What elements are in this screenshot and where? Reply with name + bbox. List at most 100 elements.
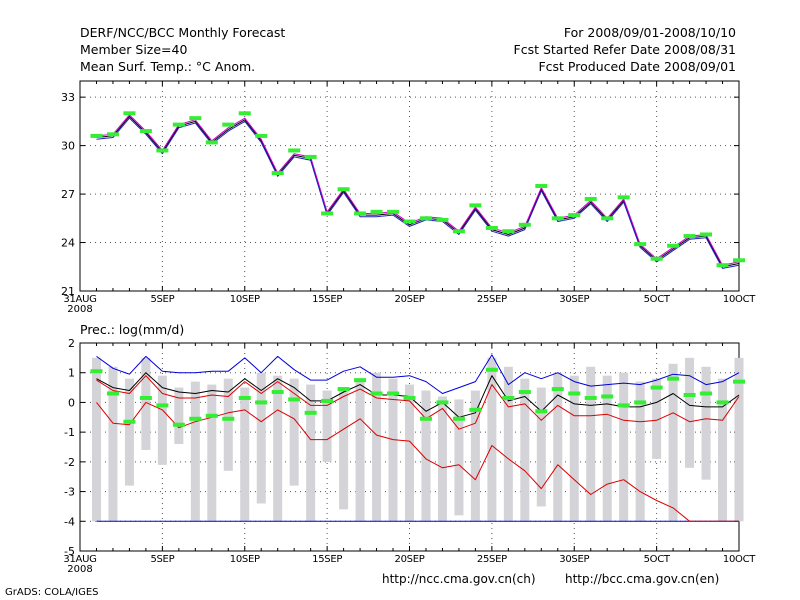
panel2-spread-bar	[718, 378, 728, 522]
panel2-spread-bar	[355, 381, 365, 522]
panel2-observation-marker	[452, 416, 465, 421]
panel1-observation-marker	[255, 133, 268, 138]
panel1-xtick-label: 30SEP	[559, 294, 589, 305]
panel2-spread-bar	[339, 387, 349, 510]
panel2-spread-bar	[157, 375, 167, 465]
panel2-observation-marker	[403, 395, 416, 400]
panel2-observation-marker	[650, 385, 663, 390]
panel1-observation-marker	[551, 216, 564, 221]
panel2-spread-bar	[91, 357, 101, 522]
panel1-observation-marker	[419, 216, 432, 221]
bcc-url[interactable]: http://bcc.cma.gov.cn(en)	[565, 572, 720, 586]
panel2-xtick-label: 10OCT	[723, 554, 756, 565]
panel2-ytick-label: -1	[64, 426, 75, 439]
panel1-observation-marker	[403, 219, 416, 224]
panel1-xtick-label: 20SEP	[395, 294, 425, 305]
panel1-ytick-label: 27	[61, 188, 75, 201]
panel1-xtick-label: 25SEP	[477, 294, 507, 305]
panel1-observation-marker	[452, 229, 465, 234]
panel2-spread-bar	[207, 384, 217, 522]
panel2-observation-marker	[387, 391, 400, 396]
panel2-xtick-label: 20SEP	[395, 554, 425, 565]
panel2-spread-bar	[289, 378, 299, 486]
header-variable: Mean Surf. Temp.: °C Anom.	[80, 59, 256, 74]
panel2-spread-bar	[405, 384, 414, 522]
panel2-observation-marker	[436, 400, 449, 405]
panel1-upper-line	[96, 114, 740, 266]
panel1-ensemble-mean-line	[96, 116, 740, 268]
panel2-spread-bar	[223, 378, 233, 471]
panel1-observation-marker	[189, 116, 202, 121]
panel2-spread-bar	[635, 381, 645, 522]
panel2-spread-bar	[520, 378, 530, 522]
panel2-observation-marker	[700, 391, 713, 396]
panel1-xtick-label: 10SEP	[230, 294, 260, 305]
panel2-observation-marker	[222, 416, 235, 421]
panel2-spread-bar	[306, 384, 316, 522]
panel1-ytick-label: 24	[61, 237, 75, 250]
panel2-spread-bar	[388, 378, 398, 522]
panel2-observation-marker	[518, 390, 531, 395]
panel2-observation-marker	[205, 413, 218, 418]
header-title: DERF/NCC/BCC Monthly Forecast	[80, 25, 286, 40]
panel2-ytick-label: 0	[68, 396, 75, 409]
header-produced-date: Fcst Produced Date 2008/09/01	[538, 59, 736, 74]
header-member-size: Member Size=40	[80, 42, 188, 57]
panel2-observation-marker	[733, 379, 745, 384]
panel2-observation-marker	[502, 395, 515, 400]
panel2-spread-bar	[437, 396, 447, 522]
panel1-observation-marker	[733, 258, 745, 263]
ncc-url[interactable]: http://ncc.cma.gov.cn(ch)	[382, 572, 536, 586]
panel1-observation-marker	[584, 196, 597, 201]
panel2-spread-bar	[602, 375, 612, 522]
panel2-observation-marker	[370, 391, 383, 396]
panel2-observation-marker	[321, 398, 334, 403]
panel1-observation-marker	[485, 226, 498, 230]
panel2-spread-bar	[685, 357, 695, 468]
panel2-observation-marker	[139, 395, 152, 400]
panel1-xtick-label: 5SEP	[150, 294, 174, 305]
panel2-xtick-label: 31AUG	[63, 554, 96, 565]
panel2-observation-marker	[617, 403, 630, 408]
panel1-xtick-label: 10OCT	[723, 294, 756, 305]
panel2-xtick-label: 25SEP	[477, 554, 507, 565]
panel1-observation-marker	[683, 234, 696, 239]
panel2-observation-marker	[172, 422, 185, 427]
panel2-observation-marker	[106, 391, 119, 396]
panel1-observation-marker	[222, 122, 235, 127]
panel2-xtick-label: 30SEP	[559, 554, 589, 565]
panel2-observation-marker	[551, 387, 564, 392]
panel1-observation-marker	[90, 133, 103, 138]
panel2-observation-marker	[189, 416, 202, 421]
panel1-observation-marker	[370, 209, 383, 214]
panel1-year-label: 2008	[67, 304, 92, 315]
panel1-observation-marker	[518, 222, 531, 227]
panel2-xtick-label: 5OCT	[644, 554, 671, 565]
panel1-observation-marker	[667, 243, 680, 248]
panel2-ytick-label: 2	[68, 337, 75, 350]
panel2-observation-marker	[238, 395, 251, 400]
panel2-spread-bar	[569, 375, 579, 522]
panel2-spread-bar	[108, 366, 118, 522]
panel2-observation-marker	[568, 391, 581, 396]
panel2-spread-bar	[273, 375, 283, 522]
panel2-observation-marker	[716, 400, 729, 405]
panel1-observation-marker	[634, 242, 647, 247]
panel2-spread-bar	[652, 378, 662, 459]
panel2-ytick-label: 1	[68, 367, 75, 380]
panel1-observation-marker	[288, 148, 301, 153]
panel2-observation-marker	[485, 367, 498, 372]
panel2-observation-marker	[584, 395, 597, 400]
panel1-lower-line	[96, 117, 740, 269]
panel2-spread-bar	[124, 378, 134, 486]
panel1-observation-marker	[271, 171, 284, 176]
panel1-observation-marker	[387, 209, 400, 214]
panel1-observation-marker	[716, 263, 729, 268]
panel2-observation-marker	[123, 419, 136, 424]
panel1-observation-marker	[172, 122, 185, 127]
panel1-observation-marker	[156, 148, 169, 153]
panel2-spread-bar	[553, 372, 563, 522]
panel1-observation-marker	[106, 132, 119, 137]
panel2-xtick-label: 5SEP	[150, 554, 174, 565]
panel2-ytick-label: -3	[64, 486, 75, 499]
